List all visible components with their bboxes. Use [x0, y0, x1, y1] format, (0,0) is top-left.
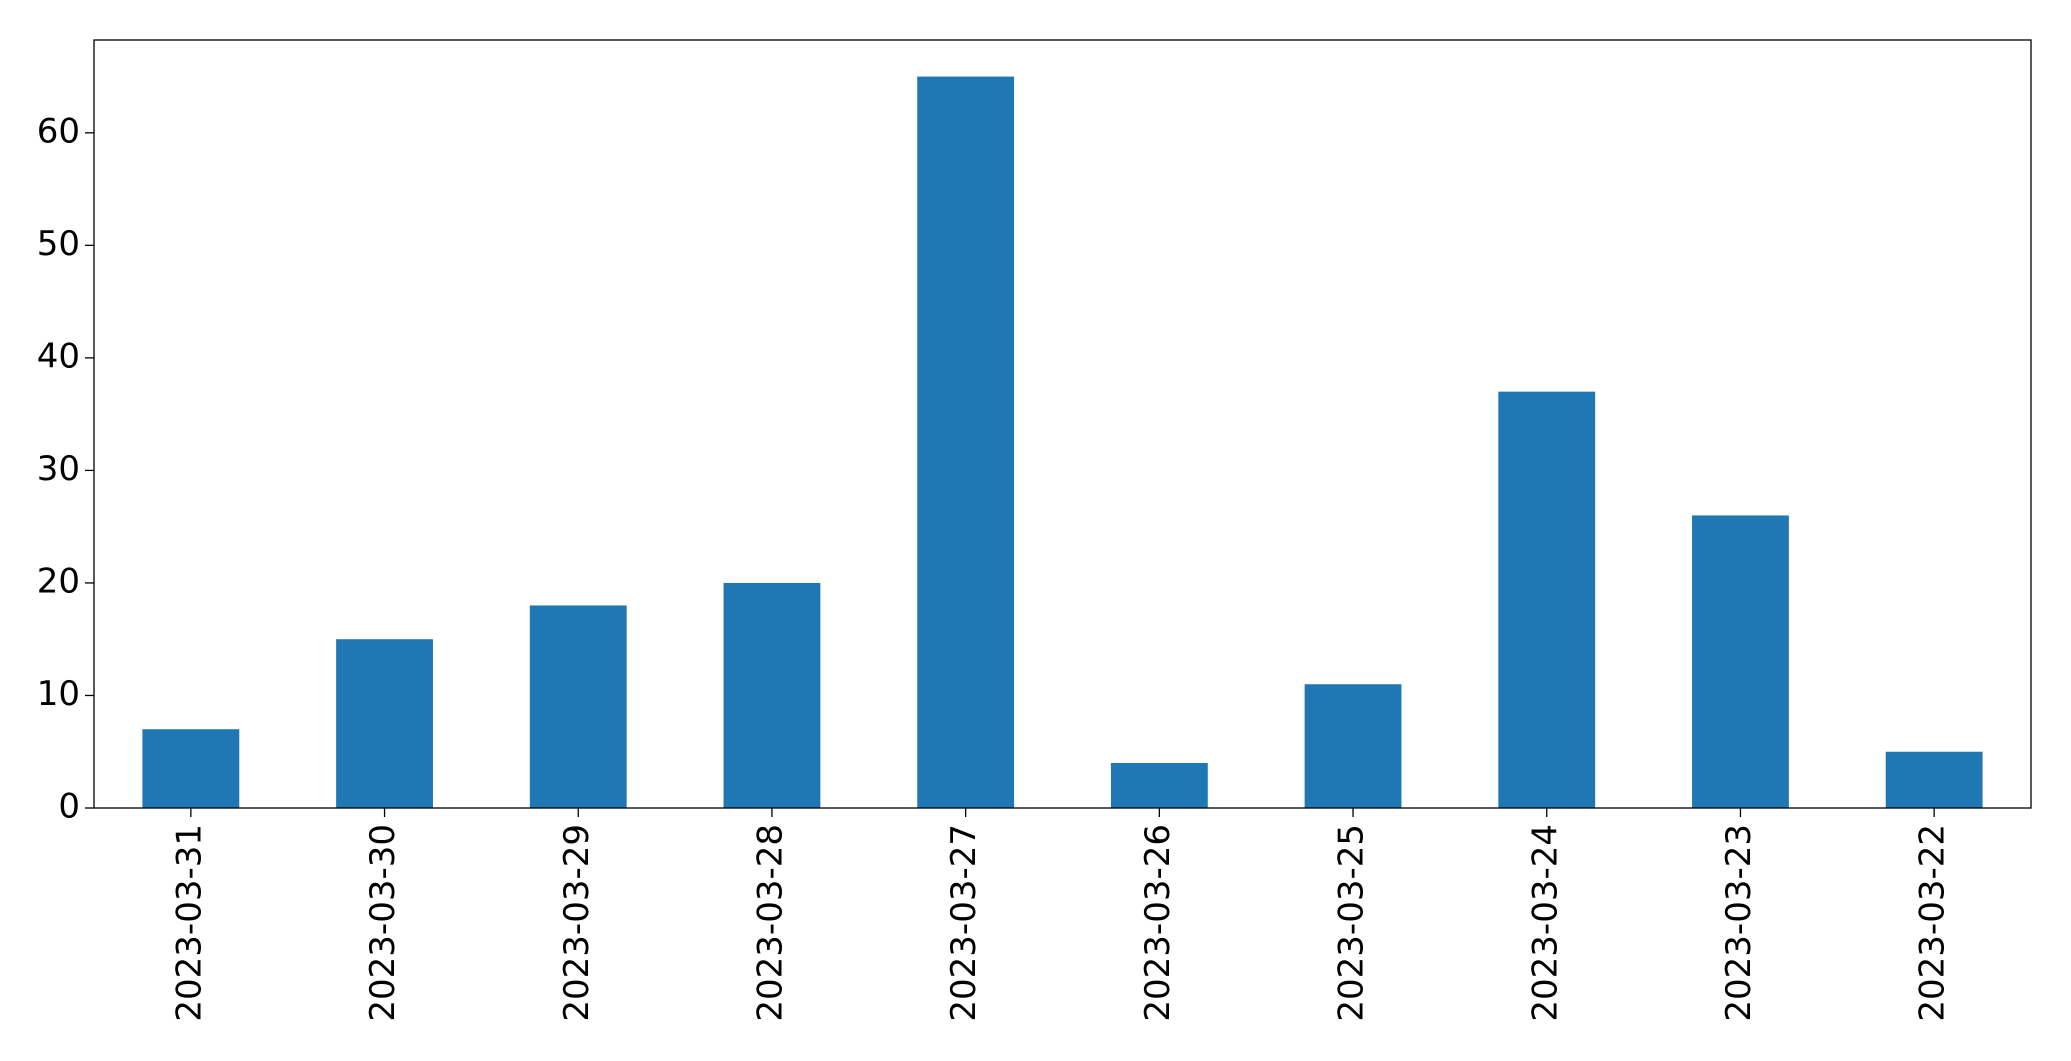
y-tick-label: 60	[37, 111, 80, 151]
y-tick-label: 20	[37, 561, 80, 601]
bar	[1885, 751, 1983, 808]
x-tick-label: 2023-03-28	[750, 824, 790, 1022]
y-tick-label: 30	[37, 449, 80, 489]
y-tick-label: 10	[37, 674, 80, 714]
x-tick-label: 2023-03-26	[1138, 824, 1178, 1022]
x-tick-label: 2023-03-22	[1913, 824, 1953, 1022]
bar	[1692, 515, 1789, 808]
x-tick-label: 2023-03-30	[363, 824, 403, 1022]
bar	[1304, 684, 1402, 808]
bar	[142, 729, 240, 808]
x-tick-label: 2023-03-31	[169, 824, 209, 1022]
bar	[1110, 762, 1208, 808]
bar	[336, 639, 433, 808]
x-tick-label: 2023-03-23	[1719, 824, 1759, 1022]
bar	[917, 76, 1015, 809]
bar	[1498, 391, 1596, 808]
x-tick-label: 2023-03-27	[944, 824, 984, 1022]
x-tick-label: 2023-03-29	[557, 824, 597, 1022]
x-tick-label: 2023-03-24	[1525, 824, 1565, 1022]
bar	[723, 582, 821, 808]
x-tick-label: 2023-03-25	[1332, 824, 1372, 1022]
y-tick-label: 40	[37, 336, 80, 376]
y-tick-label: 0	[58, 787, 80, 827]
plot-frame	[93, 39, 2032, 809]
bar	[529, 605, 627, 808]
y-tick-label: 50	[37, 224, 80, 264]
